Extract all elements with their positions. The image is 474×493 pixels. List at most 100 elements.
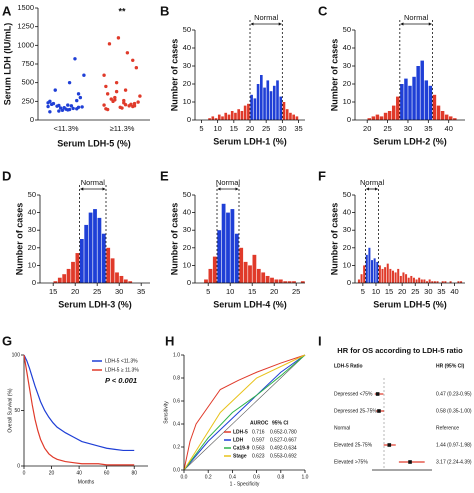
y-tick-label: 1500 [17, 3, 34, 12]
bar [399, 275, 402, 283]
x-tick-label: 20 [246, 124, 254, 133]
x-tick-label: 5 [199, 124, 203, 133]
y-tick-label: 0 [30, 115, 34, 124]
ci: 0.652-0.780 [270, 429, 297, 435]
bar [274, 279, 279, 283]
bar [106, 247, 111, 283]
y-axis-title: Number of cases [169, 203, 179, 276]
bar [214, 118, 218, 120]
point [129, 102, 133, 107]
point [114, 89, 119, 94]
point [120, 106, 124, 110]
point [125, 51, 130, 55]
bar [367, 118, 371, 120]
bar [449, 116, 453, 120]
y-tick-label: 10 [28, 260, 36, 269]
bar [211, 116, 215, 120]
x-tick-label: 20 [398, 287, 406, 296]
x-tick-label: 0.8 [277, 474, 284, 480]
y-tick-label: 0 [347, 115, 351, 124]
y-tick-label: 50 [183, 25, 191, 34]
y-tick-label: 50 [14, 408, 20, 414]
y-tick-label: 40 [343, 208, 351, 217]
hr-label: 1.44 (0.97-1.98) [436, 442, 472, 448]
x-tick-label: 35 [437, 287, 445, 296]
y-tick-label: 0 [347, 278, 351, 287]
legend-label: LDH-5 [233, 429, 248, 435]
point [104, 84, 108, 89]
y-tick-label: 0.0 [173, 467, 180, 473]
y-tick-label: 10 [183, 260, 191, 269]
point [60, 108, 65, 112]
y-tick-label: 50 [28, 190, 36, 199]
y-tick-label: 0 [187, 278, 191, 287]
bar [405, 274, 408, 283]
bar [239, 247, 244, 283]
bar [247, 103, 250, 120]
x-tick-label: 20 [363, 124, 371, 133]
bar [407, 277, 410, 283]
bar [110, 258, 115, 283]
y-tick-label: 0.6 [173, 398, 180, 404]
x-axis-title: Serum LDH-3 (%) [58, 299, 132, 309]
bar [412, 277, 415, 283]
y-tick-label: 500 [21, 78, 34, 87]
bar [457, 281, 460, 283]
point [53, 88, 57, 92]
x-tick-label: 5 [206, 287, 210, 296]
bar [379, 116, 384, 120]
x-tick-label: 5 [361, 287, 365, 296]
x-tick-label: 25 [93, 287, 101, 296]
bar [128, 281, 133, 283]
row-label: Elevated >75% [334, 459, 368, 465]
bar [265, 275, 270, 283]
point [46, 104, 50, 109]
point [114, 80, 119, 85]
bar [375, 114, 380, 120]
y-tick-label: 0.4 [173, 421, 180, 427]
bar [237, 109, 240, 120]
bar [234, 233, 239, 283]
x-tick-label: <11.3% [53, 124, 78, 133]
bar [420, 60, 424, 120]
y-tick-label: 40 [343, 43, 351, 52]
x-tick-label: 60 [104, 470, 110, 476]
x-tick-label: 20 [270, 287, 278, 296]
roc-curve [183, 354, 306, 471]
panel-label: F [318, 168, 326, 183]
bar [394, 272, 397, 283]
y-tick-label: 0 [187, 115, 191, 124]
x-tick-label: 0.0 [181, 474, 188, 480]
x-tick-label: 35 [137, 287, 145, 296]
hr-point [387, 443, 392, 447]
auroc: 0.597 [252, 437, 265, 443]
bar [62, 274, 67, 283]
bar [270, 277, 274, 283]
row-label: Elevated 25-75% [334, 442, 373, 448]
bar [221, 116, 224, 120]
point [51, 101, 56, 106]
point [76, 105, 81, 110]
y-axis-title: Serum LDH (IU/mL) [2, 23, 12, 106]
annotation: ** [118, 6, 126, 16]
bar [444, 114, 449, 120]
bar [101, 233, 106, 283]
legend-label: LDH [233, 437, 244, 443]
normal-label: Normal [216, 178, 241, 187]
hr-label: 3.17 (2.24-4.39) [436, 459, 472, 465]
y-tick-label: 50 [183, 190, 191, 199]
point [113, 98, 117, 102]
bar [279, 96, 283, 120]
x-tick-label: 0.2 [205, 474, 212, 480]
legend-header: AUROC [250, 420, 269, 426]
y-axis-title: Number of cases [329, 203, 339, 276]
bar [217, 114, 221, 120]
point [107, 42, 112, 46]
bar [436, 105, 441, 120]
x-tick-label: 20 [49, 470, 55, 476]
bar [221, 203, 226, 283]
bar [97, 217, 102, 283]
bar [53, 281, 58, 283]
ci: 0.527-0.667 [270, 437, 297, 443]
point [102, 73, 106, 77]
